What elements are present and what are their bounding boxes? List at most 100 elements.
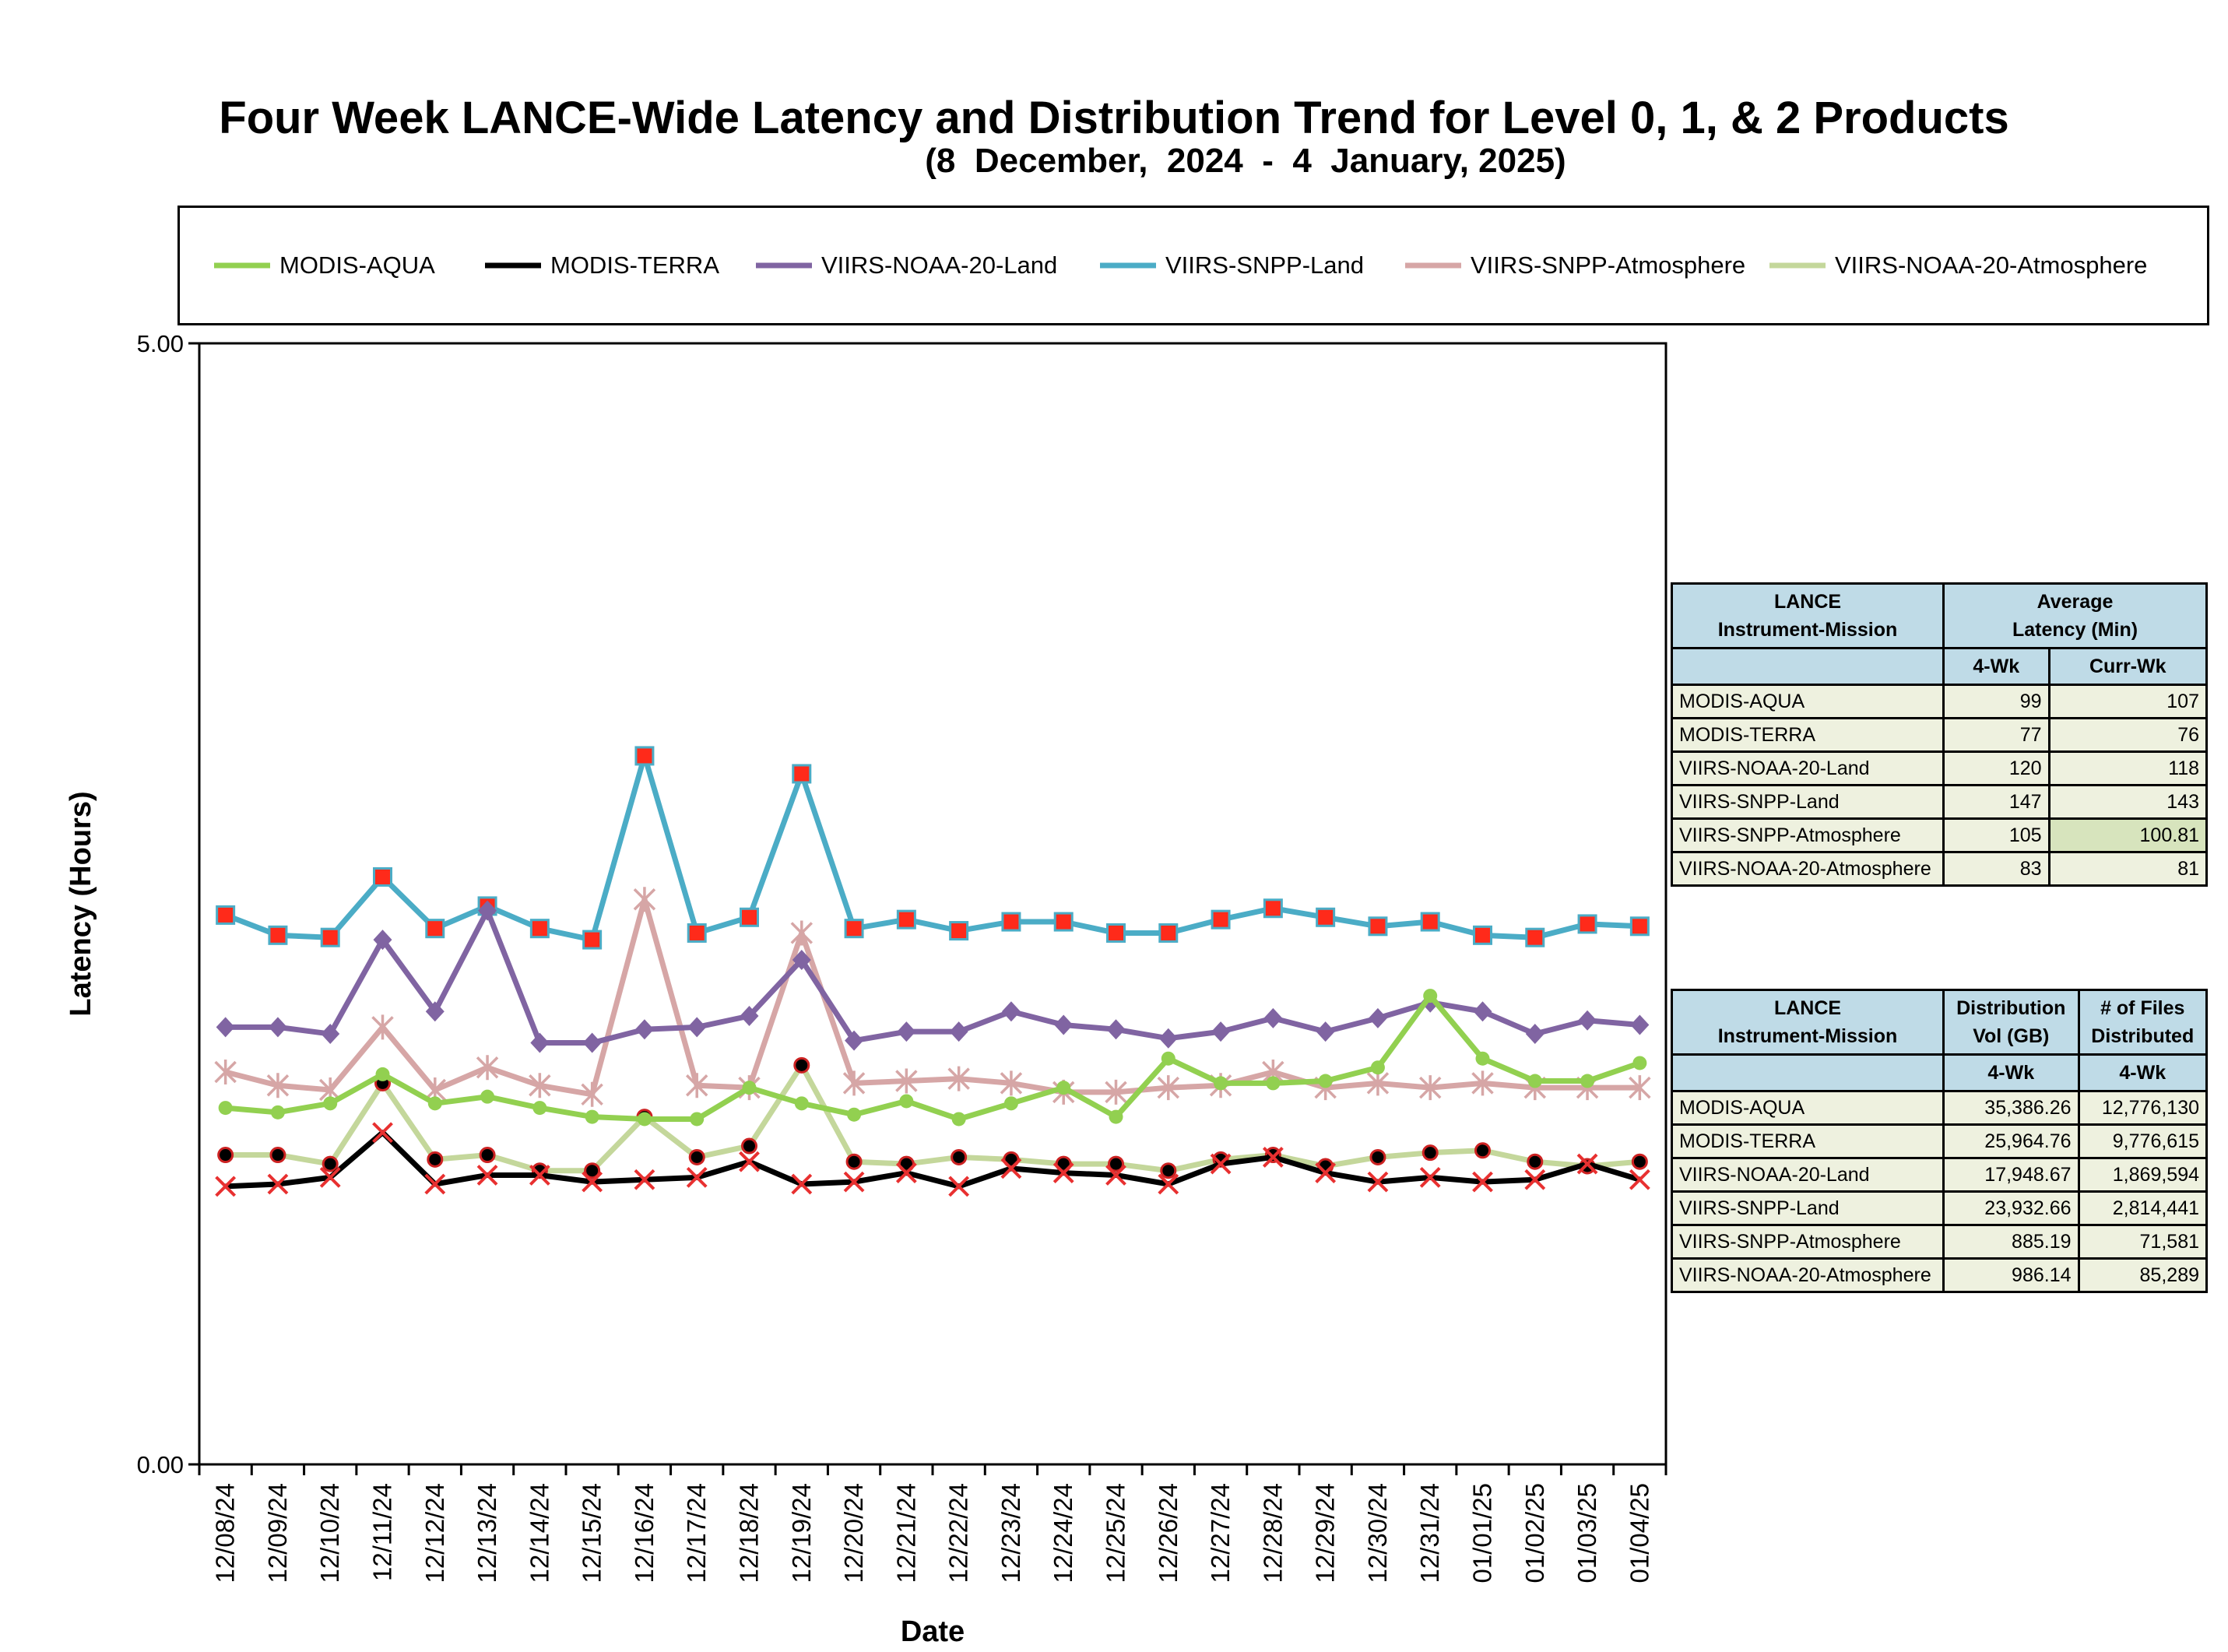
files-distributed: 2,814,441 (2077, 1190, 2209, 1226)
x-tick-label: 12/11/24 (368, 1483, 397, 1581)
instrument-name: MODIS-TERRA (1671, 717, 1945, 753)
header-text: Instrument-Mission (1717, 1025, 1898, 1047)
data-point (584, 1162, 601, 1179)
data-point (742, 1081, 757, 1095)
instrument-name: MODIS-TERRA (1671, 1123, 1945, 1159)
data-point (1369, 1148, 1386, 1165)
data-point (1160, 1162, 1177, 1179)
x-tick-label: 12/22/24 (944, 1483, 973, 1583)
legend-item: VIIRS-NOAA-20-Land (753, 208, 1057, 323)
latency-table: LANCE Instrument-Mission Average Latency… (1671, 582, 2209, 887)
dist-header-files: # of Files Distributed (2077, 989, 2209, 1056)
x-tick-label: 12/30/24 (1363, 1483, 1392, 1583)
data-point (215, 1176, 237, 1197)
data-point (476, 1055, 499, 1081)
distribution-volume: 986.14 (1942, 1257, 2080, 1293)
data-point (899, 1094, 914, 1109)
distribution-volume: 885.19 (1942, 1224, 2080, 1260)
series-line-modis-aqua (225, 993, 1641, 1122)
data-point (1629, 1075, 1651, 1101)
data-point (740, 1006, 759, 1026)
x-tick-label: 12/19/24 (787, 1483, 816, 1583)
data-point (1367, 1171, 1389, 1193)
legend-swatch (1405, 262, 1461, 269)
header-text: # of Files (2100, 997, 2185, 1019)
data-point (739, 1151, 760, 1172)
data-point (1266, 1076, 1281, 1091)
data-point (1158, 923, 1179, 943)
data-point (1632, 1056, 1647, 1070)
x-tick-label: 12/13/24 (473, 1483, 501, 1583)
distribution-volume: 35,386.26 (1942, 1090, 2080, 1126)
table-row: MODIS-TERRA 77 76 (1671, 717, 2209, 753)
data-point (1105, 1165, 1126, 1186)
data-point (427, 1151, 444, 1168)
table-row: VIIRS-SNPP-Atmosphere 885.19 71,581 (1671, 1224, 2209, 1260)
x-tick-label: 12/29/24 (1311, 1483, 1340, 1583)
table-row: VIIRS-NOAA-20-Atmosphere 83 81 (1671, 851, 2209, 887)
header-text: Distribution (1956, 997, 2066, 1019)
table-row: VIIRS-SNPP-Land 23,932.66 2,814,441 (1671, 1190, 2209, 1226)
latency-header-average: Average Latency (Min) (1942, 582, 2208, 649)
data-point (582, 930, 603, 950)
x-tick-label: 12/26/24 (1154, 1483, 1183, 1583)
data-point (322, 1155, 339, 1172)
data-point (1525, 927, 1545, 947)
files-distributed: 85,289 (2077, 1257, 2209, 1293)
files-distributed: 71,581 (2077, 1224, 2209, 1260)
x-tick-label: 12/12/24 (420, 1483, 449, 1583)
table-row: MODIS-AQUA 99 107 (1671, 684, 2209, 719)
data-point (480, 1089, 495, 1104)
data-point (897, 1021, 916, 1042)
table-row: MODIS-TERRA 25,964.76 9,776,615 (1671, 1123, 2209, 1159)
instrument-name: VIIRS-SNPP-Atmosphere (1671, 817, 1945, 853)
x-tick-label: 12/16/24 (630, 1483, 659, 1583)
latency-currwk: 100.81 (2047, 817, 2209, 853)
legend-swatch (214, 262, 270, 269)
x-tick-label: 12/24/24 (1049, 1483, 1077, 1583)
distribution-volume: 25,964.76 (1942, 1123, 2080, 1159)
latency-4wk: 147 (1942, 784, 2051, 820)
data-point (218, 1101, 233, 1116)
x-tick-label: 12/17/24 (682, 1483, 711, 1583)
files-distributed: 1,869,594 (2077, 1157, 2209, 1193)
data-point (1577, 914, 1597, 934)
data-point (1158, 1173, 1179, 1195)
legend-label: VIIRS-SNPP-Atmosphere (1471, 251, 1746, 279)
table-row: VIIRS-NOAA-20-Land 17,948.67 1,869,594 (1671, 1157, 2209, 1193)
series-line-viirs-snpp-atmosphere (224, 896, 1640, 1098)
data-point (1419, 1166, 1441, 1188)
data-point (1108, 1155, 1124, 1172)
data-point (688, 1148, 705, 1165)
data-point (1211, 1021, 1231, 1042)
data-point (1370, 1060, 1385, 1075)
table-row: VIIRS-SNPP-Atmosphere 105 100.81 (1671, 817, 2209, 853)
data-point (1105, 1079, 1127, 1105)
data-point (268, 925, 288, 945)
data-point (1161, 1051, 1175, 1066)
data-point (1366, 1070, 1390, 1096)
data-point (532, 1101, 547, 1116)
data-point (1629, 916, 1650, 937)
data-point (321, 1024, 340, 1045)
files-distributed: 9,776,615 (2077, 1123, 2209, 1159)
data-point (1318, 1074, 1333, 1088)
data-point (1263, 898, 1283, 919)
data-point (1054, 1014, 1074, 1035)
data-point (266, 1073, 290, 1098)
data-point (1053, 912, 1074, 932)
data-point (1475, 1051, 1490, 1066)
data-point (319, 1166, 341, 1188)
latency-subheader-4wk: 4-Wk (1942, 647, 2051, 686)
header-text: Distributed (2091, 1025, 2195, 1047)
legend-label: VIIRS-SNPP-Land (1165, 251, 1364, 279)
header-text: Average (2036, 591, 2114, 613)
data-point (895, 1162, 917, 1184)
data-point (582, 1032, 602, 1053)
data-point (371, 1014, 394, 1040)
data-point (425, 1001, 445, 1022)
data-point (1473, 1001, 1492, 1022)
data-point (1368, 916, 1388, 937)
latency-currwk: 107 (2047, 684, 2209, 719)
